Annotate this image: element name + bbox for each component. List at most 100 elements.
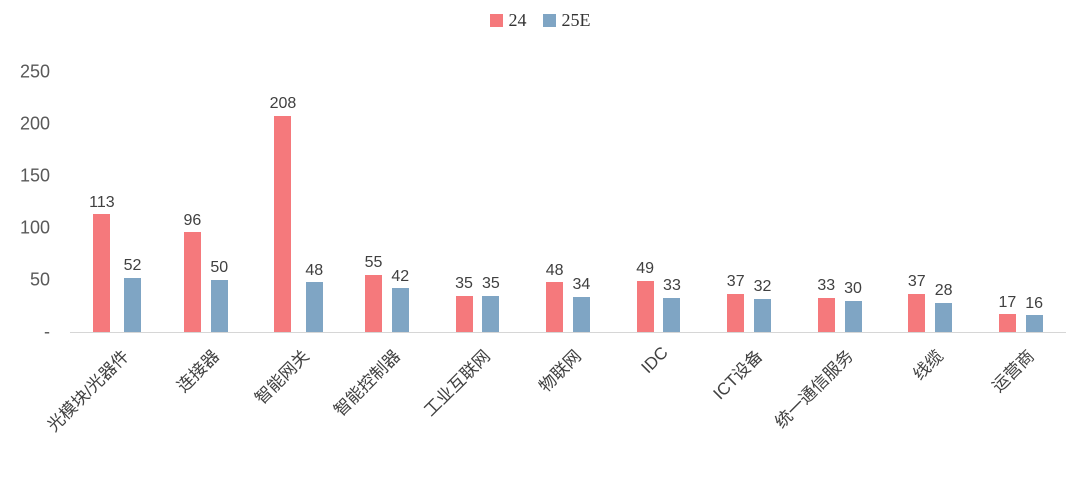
x-axis-label: 线缆	[909, 346, 948, 385]
bar-group: 113 52	[70, 72, 161, 332]
bar-wrap: 34	[572, 72, 591, 332]
bar-group: 37 28	[885, 72, 976, 332]
bar-wrap: 50	[210, 72, 228, 332]
bar-wrap: 208	[269, 72, 297, 332]
bar-value-label: 50	[210, 259, 229, 277]
legend-label: 24	[508, 10, 527, 30]
bar-wrap: 49	[636, 72, 654, 332]
x-axis-label: ICT设备	[709, 346, 767, 404]
bar-value-label: 33	[663, 277, 681, 295]
x-axis-label: 物联网	[535, 346, 585, 397]
bar-value-label: 34	[572, 276, 591, 294]
bar-wrap: 48	[546, 72, 564, 332]
bar-series-25E	[935, 302, 953, 332]
bar-series-25E	[210, 280, 228, 332]
y-axis: 250 200 150 100 50 -	[0, 62, 62, 342]
y-tick-label: 250	[19, 61, 50, 82]
bar-value-label: 37	[907, 272, 926, 290]
bar-series-24	[636, 281, 654, 332]
bar-series-24	[93, 214, 111, 332]
y-tick-label: 200	[19, 113, 50, 134]
bar-series-25E	[572, 296, 590, 332]
bar-series-24	[908, 293, 926, 332]
x-axis-label: 运营商	[988, 346, 1038, 397]
bar-value-label: 48	[305, 261, 324, 279]
x-axis-label: 智能网关	[251, 346, 314, 409]
bar-series-25E	[124, 277, 142, 332]
x-axis-cell: 连接器	[161, 333, 252, 483]
y-tick-label: 100	[19, 217, 50, 238]
bar-wrap: 48	[305, 72, 323, 332]
bar-wrap: 30	[844, 72, 862, 332]
legend-swatch-icon	[489, 14, 503, 27]
x-axis-cell: 物联网	[523, 333, 614, 483]
bar-value-label: 113	[89, 193, 115, 211]
legend: 24 25E	[0, 10, 1080, 31]
bar-value-label: 208	[269, 95, 297, 113]
bar-wrap: 96	[183, 72, 202, 332]
bar-wrap: 33	[817, 72, 835, 332]
legend-item-25E: 25E	[542, 10, 591, 31]
bar-series-25E	[844, 300, 862, 332]
x-axis-label: 连接器	[173, 346, 223, 397]
bar-group: 208 48	[251, 72, 342, 332]
bar-group: 49 33	[613, 72, 704, 332]
x-axis-label: 光模块/光器件	[43, 346, 133, 436]
bar-series-25E	[1025, 315, 1043, 332]
x-axis-cell: IDC	[613, 333, 704, 483]
bar-series-24	[546, 282, 564, 332]
x-axis-cell: 智能控制器	[330, 333, 433, 483]
bar-wrap: 37	[727, 72, 745, 332]
bar-value-label: 37	[726, 272, 745, 290]
legend-label: 25E	[561, 10, 591, 30]
x-axis-cell: 统一通信服务	[771, 333, 885, 483]
legend-swatch-icon	[542, 14, 556, 27]
bar-value-label: 55	[364, 254, 383, 272]
bar-value-label: 35	[481, 275, 500, 293]
bar-series-25E	[663, 297, 681, 332]
bar-wrap: 35	[482, 72, 500, 332]
bar-series-24	[727, 293, 745, 332]
bar-value-label: 52	[123, 257, 142, 275]
bar-series-25E	[305, 282, 323, 332]
bar-value-label: 28	[934, 282, 953, 300]
bar-wrap: 33	[663, 72, 681, 332]
bar-value-label: 17	[998, 293, 1017, 311]
y-tick-label: 150	[19, 165, 50, 186]
bar-wrap: 17	[998, 72, 1016, 332]
bar-value-label: 32	[753, 278, 772, 296]
x-axis: 光模块/光器件 连接器 智能网关 智能控制器 工业互联网 物联网 IDC ICT设备 统一通信服…	[43, 333, 1066, 483]
x-axis-cell: 光模块/光器件	[43, 333, 161, 483]
bar-value-label: 96	[183, 211, 202, 229]
bar-value-label: 33	[817, 277, 836, 295]
bar-wrap: 28	[934, 72, 953, 332]
bar-series-24	[817, 297, 835, 332]
bar-value-label: 42	[391, 267, 410, 285]
x-axis-label: IDC	[637, 343, 672, 378]
x-axis-cell: 智能网关	[251, 333, 342, 483]
y-tick-label: 50	[29, 269, 50, 290]
bar-value-label: 48	[545, 261, 564, 279]
bar-series-24	[365, 274, 382, 332]
bar-series-25E	[753, 298, 771, 332]
bar-series-24	[274, 115, 292, 332]
bar-value-label: 30	[844, 280, 862, 298]
bar-wrap: 113	[89, 72, 115, 332]
bar-series-24	[183, 232, 201, 332]
bar-group: 17 16	[975, 72, 1066, 332]
bar-group: 55 42	[342, 72, 433, 332]
bar-wrap: 32	[753, 72, 772, 332]
bar-group: 96 50	[161, 72, 252, 332]
bar-wrap: 55	[364, 72, 383, 332]
bar-wrap: 52	[123, 72, 142, 332]
bar-group: 35 35	[432, 72, 523, 332]
bar-group: 48 34	[523, 72, 614, 332]
bar-series-25E	[391, 288, 409, 332]
x-axis-cell: 线缆	[885, 333, 976, 483]
bar-group: 37 32	[704, 72, 795, 332]
bar-wrap: 16	[1025, 72, 1043, 332]
bar-value-label: 16	[1025, 294, 1044, 312]
plot-groups: 113 52 96 50 208 48 55 42 35 35 48 34 49 33 37 32 33 30 37…	[70, 72, 1066, 333]
x-axis-cell: 运营商	[975, 333, 1066, 483]
